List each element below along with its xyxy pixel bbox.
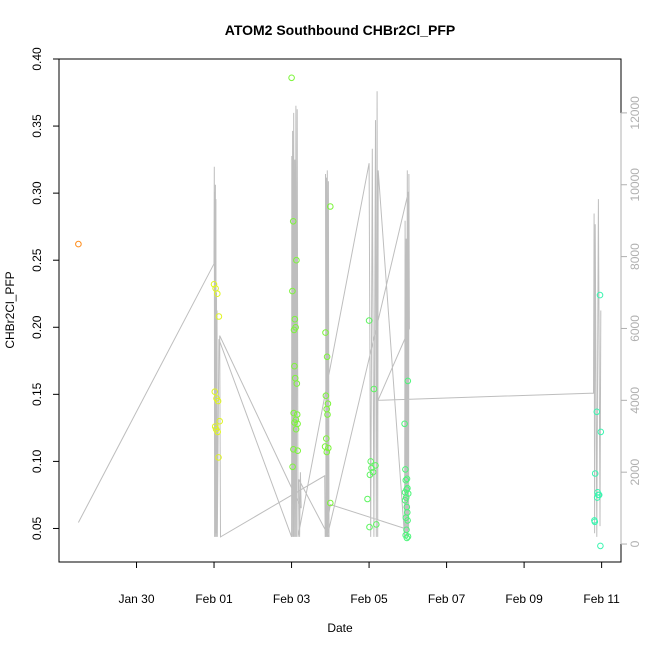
- x-tick-label-4: Feb 07: [428, 592, 466, 606]
- data-point-58: [402, 476, 410, 484]
- data-point-9: [211, 423, 219, 430]
- data-point-71: [404, 533, 412, 540]
- y-tick-label-0: 0.05: [30, 516, 44, 540]
- y-tick-label-6: 0.35: [30, 114, 44, 138]
- data-point-15: [293, 256, 300, 264]
- data-point-23: [290, 409, 298, 417]
- data-point-32: [322, 329, 329, 336]
- chart-title: ATOM2 Southbound CHBr2Cl_PFP: [225, 22, 455, 38]
- data-point-41: [323, 448, 331, 456]
- data-point-64: [401, 497, 409, 504]
- data-point-20: [291, 362, 298, 370]
- y2-tick-label-5: 10000: [628, 168, 642, 202]
- data-point-29: [290, 446, 297, 453]
- data-point-80: [593, 494, 601, 501]
- data-point-31: [289, 463, 296, 471]
- data-point-19: [292, 324, 299, 331]
- data-point-45: [370, 385, 378, 393]
- x-tick-label-0: Jan 30: [119, 592, 155, 606]
- data-point-33: [323, 353, 331, 361]
- data-point-57: [403, 475, 411, 483]
- data-point-62: [404, 490, 412, 497]
- data-point-14: [289, 218, 297, 225]
- data-point-73: [596, 291, 604, 299]
- data-points-layer: [75, 74, 605, 550]
- x-tick-label-6: Feb 11: [583, 592, 620, 606]
- data-point-43: [327, 499, 334, 507]
- data-point-48: [368, 464, 375, 472]
- data-point-51: [364, 495, 371, 503]
- data-point-40: [325, 444, 332, 452]
- y2-tick-label-4: 8000: [628, 243, 642, 270]
- data-point-74: [593, 408, 601, 416]
- data-point-22: [293, 380, 301, 387]
- y2-tick-label-6: 12000: [628, 96, 642, 130]
- data-point-4: [215, 313, 223, 320]
- data-point-12: [215, 454, 222, 461]
- data-point-68: [404, 517, 411, 524]
- data-point-34: [322, 392, 330, 400]
- data-point-30: [294, 447, 302, 455]
- y-axis-left: 0.05 0.10 0.15 0.20 0.25 0.30 0.35 0.40: [30, 47, 60, 540]
- x-tick-label-5: Feb 09: [505, 592, 543, 606]
- y2-tick-label-2: 4000: [628, 387, 642, 414]
- data-point-83: [597, 542, 604, 550]
- data-point-50: [366, 471, 374, 479]
- data-point-26: [291, 419, 298, 426]
- data-point-37: [324, 411, 331, 418]
- data-point-72: [403, 534, 411, 542]
- y2-tick-label-3: 6000: [628, 315, 642, 342]
- data-point-52: [373, 521, 380, 528]
- data-point-38: [323, 435, 330, 442]
- data-point-44: [365, 317, 373, 324]
- data-point-82: [591, 518, 599, 526]
- data-point-56: [402, 466, 409, 473]
- x-axis-label: Date: [327, 621, 353, 635]
- data-point-42: [327, 203, 334, 210]
- x-tick-label-3: Feb 05: [350, 592, 388, 606]
- x-axis: Jan 30 Feb 01 Feb 03 Feb 05 Feb 07 Feb 09 Feb …: [119, 561, 620, 606]
- data-point-76: [591, 470, 599, 477]
- y-axis-label: CHBr2Cl_PFP: [3, 271, 17, 348]
- data-point-28: [292, 425, 300, 433]
- y-tick-label-2: 0.15: [30, 382, 44, 406]
- y2-tick-label-0: 0: [628, 540, 642, 547]
- data-point-75: [597, 428, 605, 436]
- y2-tick-label-1: 2000: [628, 459, 642, 486]
- data-point-3: [214, 290, 221, 298]
- y-tick-label-4: 0.25: [30, 248, 44, 272]
- data-point-53: [366, 523, 373, 531]
- data-point-5: [211, 388, 219, 396]
- y-axis-right: 0 2000 4000 6000 8000 10000 12000: [620, 96, 642, 547]
- data-point-1: [210, 281, 218, 288]
- data-point-54: [401, 420, 408, 428]
- y-tick-label-5: 0.30: [30, 181, 44, 205]
- y-tick-label-7: 0.40: [30, 47, 44, 71]
- data-point-13: [288, 74, 295, 82]
- data-point-16: [289, 287, 296, 295]
- data-point-17: [291, 315, 299, 323]
- y-tick-label-3: 0.20: [30, 315, 44, 339]
- data-point-7: [214, 397, 222, 405]
- data-point-0: [75, 240, 82, 248]
- data-point-11: [214, 428, 221, 436]
- x-tick-label-1: Feb 01: [195, 592, 233, 606]
- data-point-55: [404, 377, 412, 385]
- data-point-46: [367, 458, 375, 465]
- x-tick-label-2: Feb 03: [273, 592, 311, 606]
- data-point-8: [216, 417, 223, 425]
- y-tick-label-1: 0.10: [30, 449, 44, 473]
